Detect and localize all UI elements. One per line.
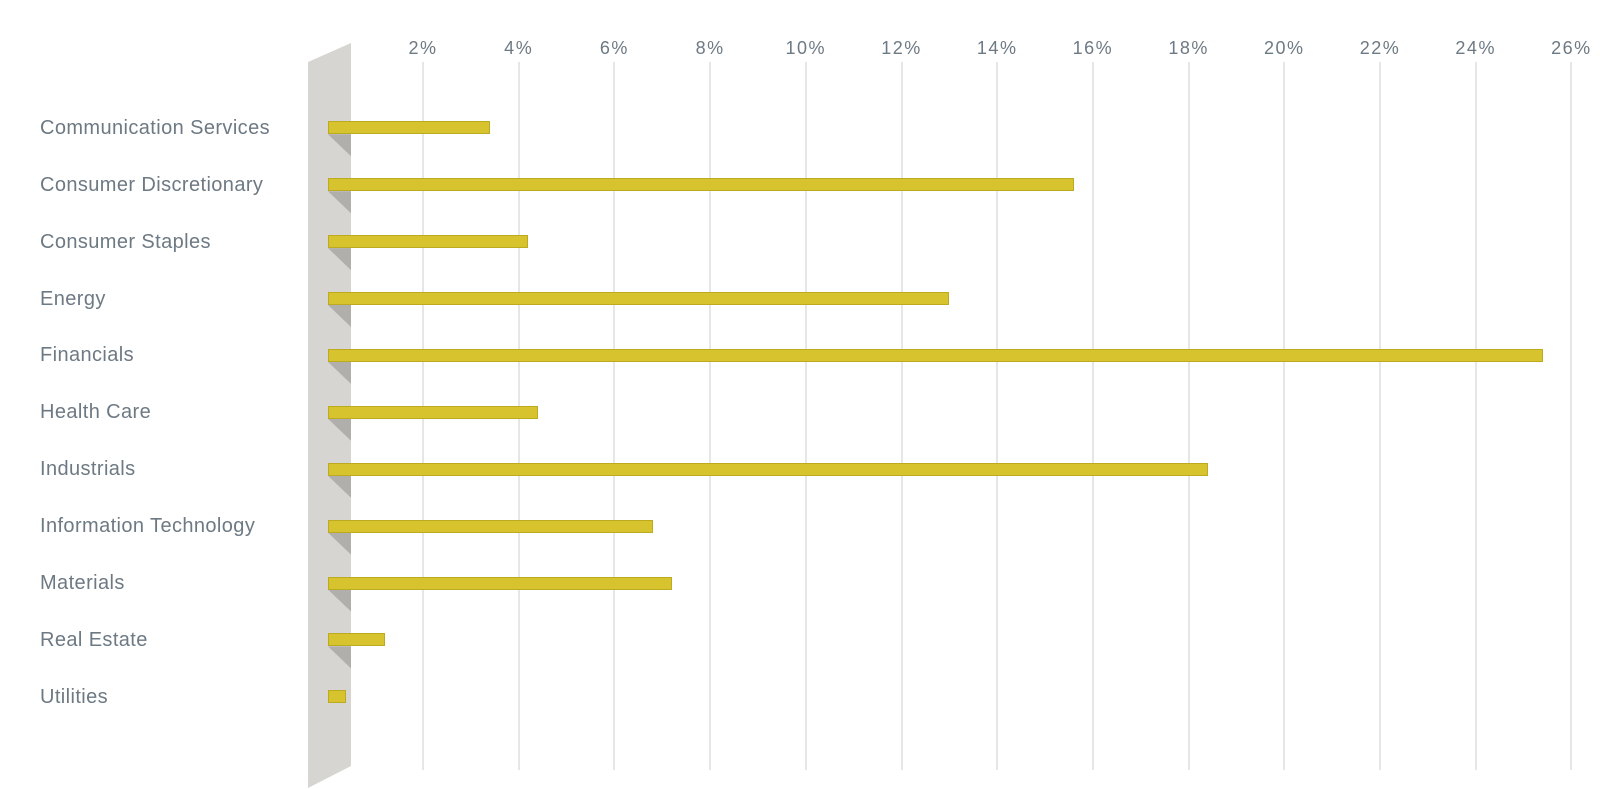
gridline (1570, 62, 1573, 770)
x-axis-tick-label: 24% (1455, 38, 1496, 58)
x-axis-tick-label: 14% (976, 38, 1018, 58)
x-axis-tick-label: 20% (1264, 38, 1305, 58)
bar-communication-services (327, 121, 490, 135)
gridline (804, 62, 807, 770)
gridline (1283, 62, 1286, 770)
bar-shadow (328, 361, 351, 384)
category-label: Materials (40, 572, 125, 594)
x-axis-tick-label: 4% (504, 38, 534, 58)
gridline (613, 62, 616, 770)
bar-utilities (327, 690, 347, 704)
x-axis-tick-label: 18% (1168, 38, 1209, 58)
category-label: Energy (40, 287, 106, 310)
gridline (996, 62, 999, 770)
bar-shadow (328, 191, 351, 214)
bar-information-technology (327, 519, 653, 533)
gridline (900, 62, 903, 770)
bar-shadow (328, 418, 351, 441)
category-label: Consumer Discretionary (40, 173, 264, 196)
x-axis-tick-label: 6% (599, 38, 629, 58)
category-label: Health Care (40, 401, 152, 424)
bar-shadow (328, 248, 351, 271)
bar-financials (327, 348, 1543, 362)
bar-real-estate (327, 633, 385, 647)
gridline (1474, 62, 1477, 770)
bar-shadow (328, 589, 351, 612)
category-label: Consumer Staples (40, 230, 211, 253)
x-axis-tick-label: 22% (1359, 38, 1401, 58)
bar-shadow (328, 475, 351, 498)
category-label: Real Estate (40, 628, 148, 651)
x-axis-tick-label: 8% (695, 38, 725, 58)
category-label: Utilities (40, 685, 109, 708)
x-axis-tick-label: 2% (408, 38, 438, 58)
x-axis-tick-label: 16% (1072, 38, 1114, 58)
gridline (1187, 62, 1190, 770)
x-axis-tick-label: 12% (881, 38, 922, 58)
category-label: Information Technology (40, 515, 256, 538)
gridline (709, 62, 712, 770)
bar-health-care (327, 405, 538, 419)
bar-shadow (328, 646, 351, 669)
category-label: Industrials (40, 458, 136, 481)
category-label: Communication Services (40, 116, 270, 139)
bar-shadow (328, 532, 351, 555)
gridline (1379, 62, 1381, 770)
x-axis-tick-label: 26% (1551, 38, 1592, 58)
gridline (1091, 62, 1094, 770)
bar-shadow (328, 134, 351, 157)
bar-energy (327, 292, 950, 305)
bar-consumer-discretionary (327, 178, 1074, 192)
bar-shadow (328, 305, 351, 327)
bar-materials (327, 576, 672, 590)
bar-consumer-staples (327, 235, 529, 249)
category-label: Financials (40, 344, 135, 367)
x-axis-tick-label: 10% (785, 38, 827, 58)
bar-industrials (327, 462, 1208, 476)
